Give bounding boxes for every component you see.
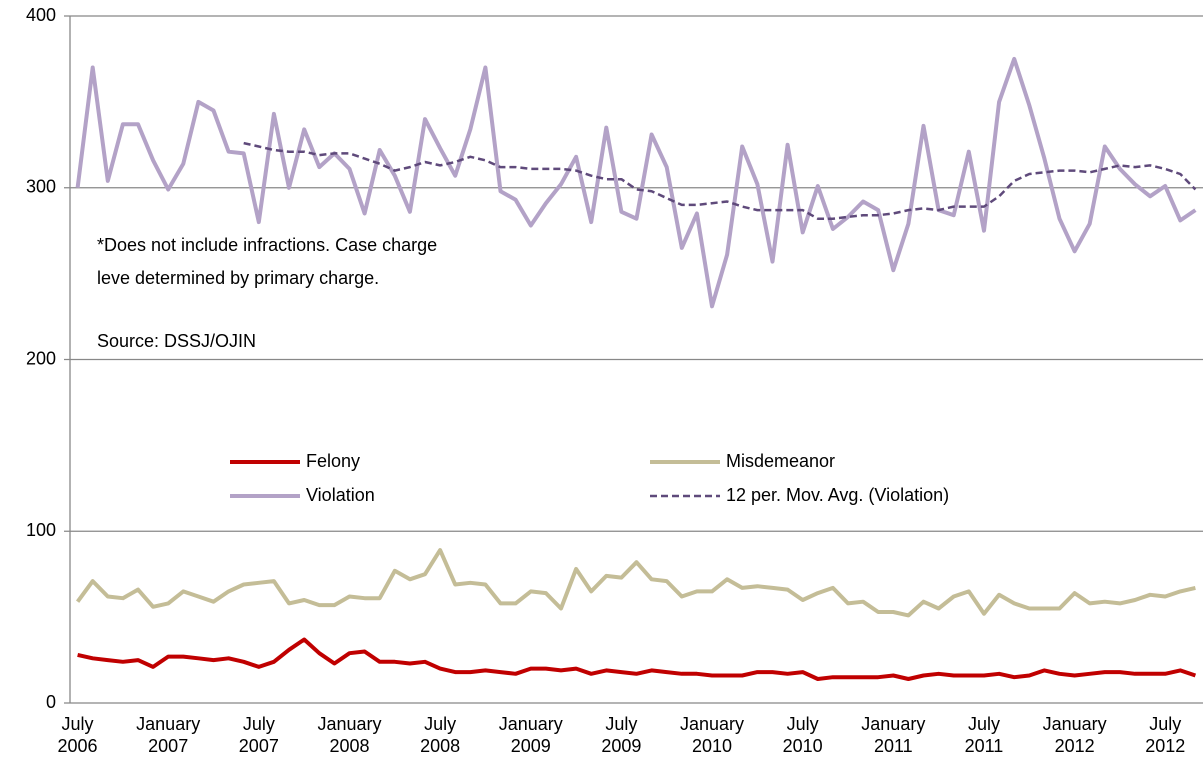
x-tick-label: July 2006	[58, 714, 98, 756]
x-tick-label: July 2012	[1145, 714, 1185, 756]
x-tick-label: January 2009	[499, 714, 563, 756]
y-tick-label: 300	[26, 177, 56, 197]
x-tick-label-line: 2007	[148, 736, 188, 756]
series-line	[77, 637, 1197, 681]
x-tick-label-line: 2010	[783, 736, 823, 756]
x-tick-label: July 2009	[601, 714, 641, 756]
x-tick-label-line: 2009	[511, 736, 551, 756]
x-tick-label-line: January	[680, 714, 744, 734]
x-tick-label: January 2007	[136, 714, 200, 756]
x-tick-label: July 2008	[420, 714, 460, 756]
x-tick-label-line: July	[968, 714, 1000, 734]
x-tick-label-line: July	[62, 714, 94, 734]
x-tick-label-line: 2012	[1145, 736, 1185, 756]
legend-label: Violation	[306, 485, 375, 505]
x-tick-label-line: July	[787, 714, 819, 734]
x-tick-label: July 2010	[783, 714, 823, 756]
x-tick-label-line: July	[243, 714, 275, 734]
x-tick-label-line: January	[317, 714, 381, 734]
x-tick-label-line: 2012	[1055, 736, 1095, 756]
annotation: Source: DSSJ/OJIN	[97, 331, 256, 351]
annotation: *Does not include infractions. Case char…	[97, 235, 437, 255]
x-tick-label-line: January	[136, 714, 200, 734]
x-tick-label: January 2012	[1043, 714, 1107, 756]
x-tick-label-line: 2010	[692, 736, 732, 756]
x-tick-label: January 2011	[861, 714, 925, 756]
x-tick-label-line: 2009	[601, 736, 641, 756]
x-tick-label-line: 2007	[239, 736, 279, 756]
series-line	[75, 548, 1196, 618]
x-tick-label-line: 2006	[58, 736, 98, 756]
legend-label: Felony	[306, 451, 360, 471]
x-tick-label: January 2010	[680, 714, 744, 756]
annotation: leve determined by primary charge.	[97, 268, 379, 288]
x-tick-label-line: July	[424, 714, 456, 734]
legend-label: 12 per. Mov. Avg. (Violation)	[726, 485, 949, 505]
x-tick-label-line: 2011	[874, 736, 913, 756]
x-tick-label-line: 2011	[965, 736, 1004, 756]
x-tick-label: January 2008	[317, 714, 381, 756]
x-tick-label: July 2011	[965, 714, 1004, 756]
series-line	[75, 56, 1197, 309]
y-tick-label: 400	[26, 5, 56, 25]
x-tick-label-line: July	[1149, 714, 1181, 734]
x-tick-label-line: January	[499, 714, 563, 734]
x-tick-label-line: 2008	[329, 736, 369, 756]
x-tick-label-line: January	[1043, 714, 1107, 734]
x-tick-label-line: 2008	[420, 736, 460, 756]
y-tick-label: 200	[26, 348, 56, 368]
legend-label: Misdemeanor	[726, 451, 835, 471]
series-line	[243, 141, 1197, 220]
x-tick-label: July 2007	[239, 714, 279, 756]
y-tick-label: 100	[26, 520, 56, 540]
x-tick-label-line: January	[861, 714, 925, 734]
x-tick-label-line: July	[605, 714, 637, 734]
y-tick-label: 0	[46, 692, 56, 712]
